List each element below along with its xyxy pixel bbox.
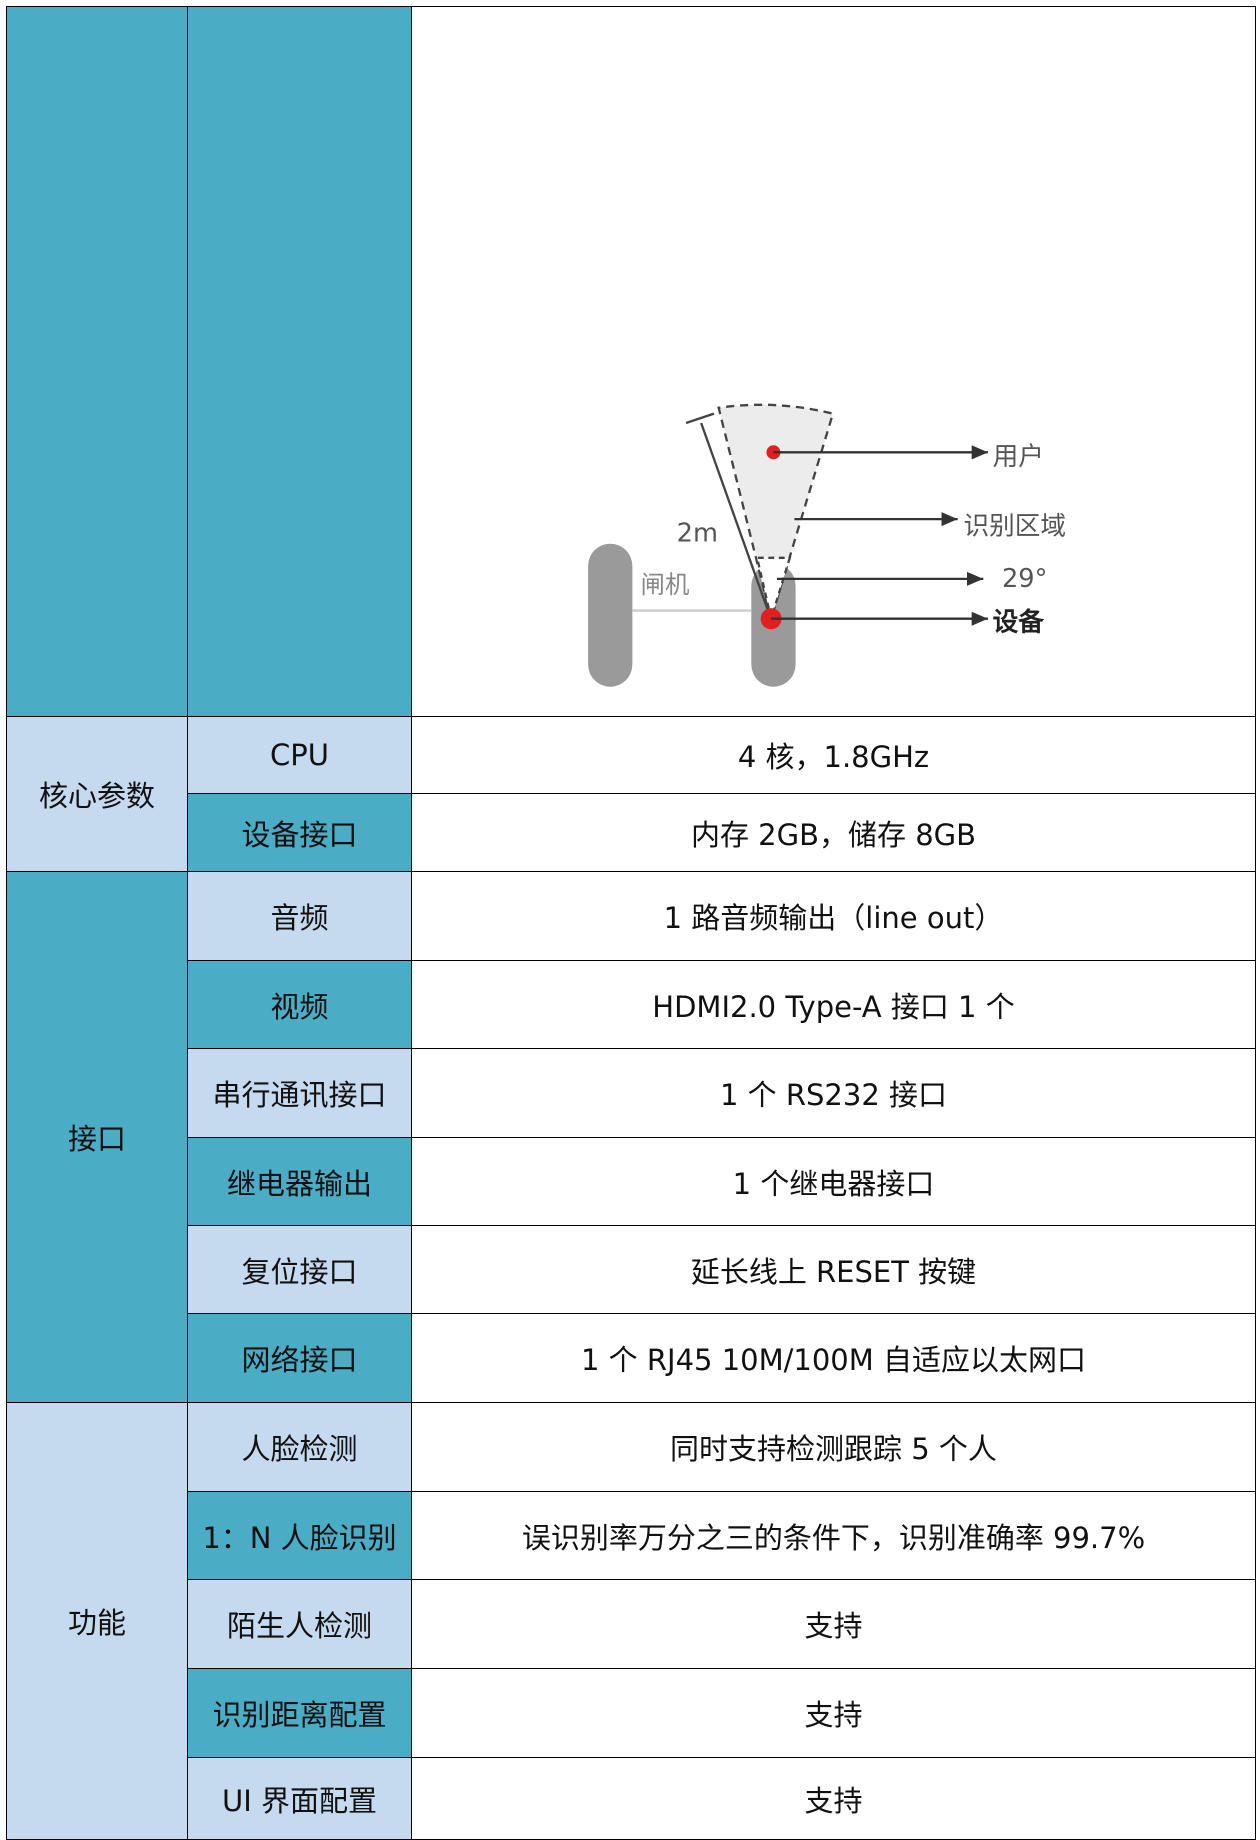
table-row: 网络接口 1 个 RJ45 10M/100M 自适应以太网口 bbox=[7, 1313, 1256, 1403]
group-name: 功能 bbox=[6, 1402, 188, 1840]
diagram-row: 用户 识别区域 29° 设备 2m 闸机 bbox=[6, 6, 1256, 717]
item-value: 1 路音频输出（line out） bbox=[411, 871, 1256, 961]
item-value: 延长线上 RESET 按键 bbox=[411, 1225, 1256, 1314]
zone bbox=[717, 403, 835, 624]
table-row: 核心参数 CPU 4 核，1.8GHz bbox=[6, 716, 1256, 872]
gate bbox=[588, 543, 633, 687]
spec-table: 用户 识别区域 29° 设备 2m 闸机 核心参数 CPU 4 核，1.8GHz 设备… bbox=[6, 6, 1256, 1840]
item-value: 1 个 RS232 接口 bbox=[411, 1048, 1256, 1138]
item-name: 识别距离配置 bbox=[187, 1668, 412, 1758]
label: 设备 bbox=[993, 607, 1045, 637]
item-value: 误识别率万分之三的条件下，识别准确率 99.7% bbox=[411, 1491, 1256, 1580]
label: 识别区域 bbox=[964, 511, 1067, 541]
item-name: 串行通讯接口 bbox=[187, 1048, 412, 1138]
diagram-cell: 用户 识别区域 29° 设备 2m 闸机 bbox=[411, 6, 1256, 717]
item-value: 支持 bbox=[411, 1579, 1256, 1669]
item-name: 设备接口 bbox=[187, 793, 412, 872]
item-value: 4 核，1.8GHz bbox=[411, 716, 1256, 794]
item-value: HDMI2.0 Type-A 接口 1 个 bbox=[411, 960, 1256, 1049]
table-row: 陌生人检测 支持 bbox=[7, 1579, 1256, 1669]
table-row: 1：N 人脸识别 误识别率万分之三的条件下，识别准确率 99.7% bbox=[7, 1491, 1256, 1580]
item-value: 1 个继电器接口 bbox=[411, 1137, 1256, 1226]
label: 用户 bbox=[993, 442, 1044, 472]
item-name: 复位接口 bbox=[187, 1225, 412, 1314]
label: 闸机 bbox=[641, 570, 690, 599]
cell bbox=[187, 6, 412, 717]
cell bbox=[6, 6, 188, 717]
distance-tick bbox=[685, 412, 715, 425]
item-name: 网络接口 bbox=[187, 1313, 412, 1403]
angle-wedge bbox=[755, 556, 792, 624]
table-row: 功能 人脸检测 同时支持检测跟踪 5 个人 bbox=[6, 1402, 1256, 1840]
item-value: 1 个 RJ45 10M/100M 自适应以太网口 bbox=[411, 1313, 1256, 1403]
label: 29° bbox=[1002, 564, 1047, 594]
item-name: 人脸检测 bbox=[187, 1402, 412, 1492]
item-name: 音频 bbox=[187, 871, 412, 961]
item-name: UI 界面配置 bbox=[187, 1757, 412, 1840]
item-name: 1：N 人脸识别 bbox=[187, 1491, 412, 1580]
table-row: 设备接口 内存 2GB，储存 8GB bbox=[7, 793, 1256, 872]
item-name: 继电器输出 bbox=[187, 1137, 412, 1226]
table-row: 复位接口 延长线上 RESET 按键 bbox=[7, 1225, 1256, 1314]
item-value: 同时支持检测跟踪 5 个人 bbox=[411, 1402, 1256, 1492]
table-row: 串行通讯接口 1 个 RS232 接口 bbox=[7, 1048, 1256, 1138]
table-row: 继电器输出 1 个继电器接口 bbox=[7, 1137, 1256, 1226]
table-row: 接口 音频 1 路音频输出（line out） bbox=[6, 871, 1256, 1403]
item-name: 陌生人检测 bbox=[187, 1579, 412, 1669]
label: 2m bbox=[677, 518, 718, 548]
table-row: 视频 HDMI2.0 Type-A 接口 1 个 bbox=[7, 960, 1256, 1049]
item-value: 支持 bbox=[411, 1668, 1256, 1758]
item-value: 支持 bbox=[411, 1757, 1256, 1840]
group-name: 接口 bbox=[6, 871, 188, 1403]
group-name: 核心参数 bbox=[6, 716, 188, 872]
distance-line bbox=[700, 422, 770, 614]
recognition-diagram: 用户 识别区域 29° 设备 2m 闸机 bbox=[588, 403, 1067, 687]
item-name: CPU bbox=[187, 716, 412, 794]
table-row: 识别距离配置 支持 bbox=[7, 1668, 1256, 1758]
item-value: 内存 2GB，储存 8GB bbox=[411, 793, 1256, 872]
table-row: UI 界面配置 支持 bbox=[7, 1757, 1256, 1840]
item-name: 视频 bbox=[187, 960, 412, 1049]
